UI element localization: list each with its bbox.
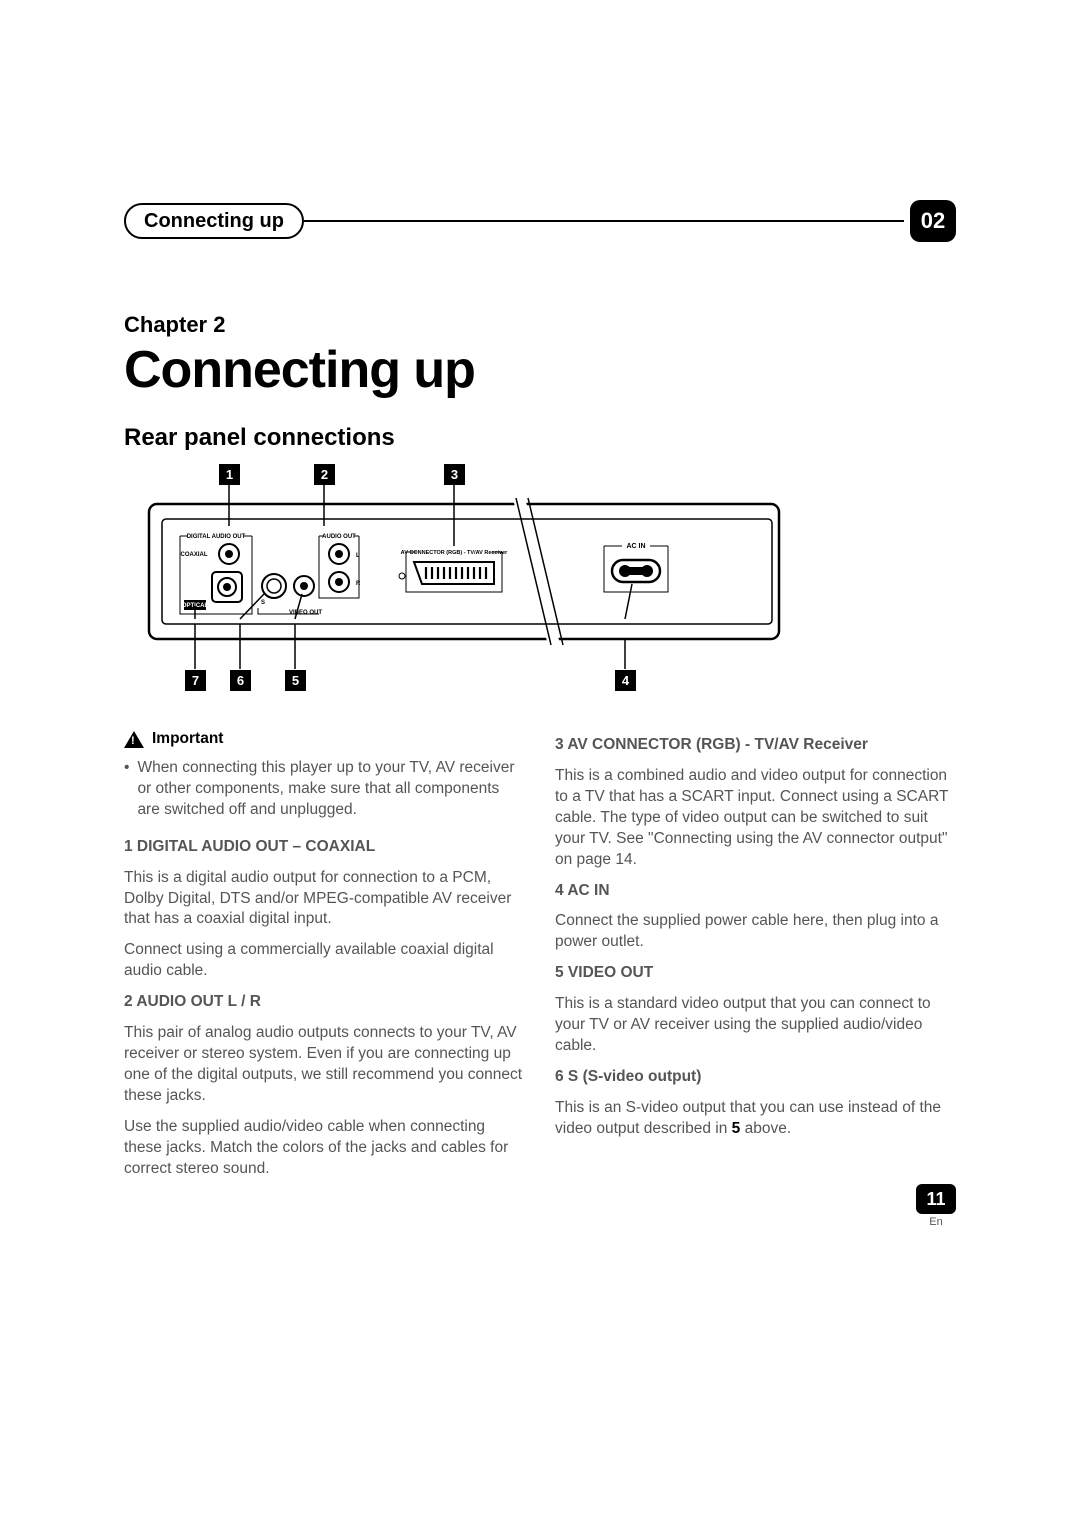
svg-text:4: 4 [622, 673, 630, 688]
item4-p1: Connect the supplied power cable here, t… [555, 911, 956, 953]
right-column: 3 AV CONNECTOR (RGB) - TV/AV Receiver Th… [555, 729, 956, 1190]
section-title: Rear panel connections [124, 424, 956, 452]
item3-head: 3 AV CONNECTOR (RGB) - TV/AV Receiver [555, 735, 956, 756]
chapter-title: Connecting up [124, 340, 956, 400]
item5-p1: This is a standard video output that you… [555, 994, 956, 1057]
item1-head: 1 DIGITAL AUDIO OUT – COAXIAL [124, 837, 525, 858]
item2-p2: Use the supplied audio/video cable when … [124, 1117, 525, 1180]
item5-head: 5 VIDEO OUT [555, 963, 956, 984]
item6-ref5: 5 [732, 1120, 741, 1137]
chapter-label: Chapter 2 [124, 312, 956, 338]
svg-text:L: L [356, 553, 360, 559]
running-title: Connecting up [144, 210, 284, 233]
svg-text:2: 2 [321, 467, 328, 482]
running-header: Connecting up 02 [124, 200, 956, 242]
bullet-dot: • [124, 758, 129, 831]
chapter-badge: 02 [910, 200, 956, 242]
item6-head: 6 S (S-video output) [555, 1067, 956, 1088]
header-rule [304, 220, 904, 222]
item4-head: 4 AC IN [555, 881, 956, 902]
svg-text:VIDEO OUT: VIDEO OUT [289, 610, 322, 616]
svg-text:7: 7 [192, 673, 199, 688]
svg-text:5: 5 [292, 673, 299, 688]
rear-panel-svg: 1 2 3 DIGITAL AUDIO OUT COAXIAL OPTICAL [144, 464, 784, 694]
page-number: 11 [916, 1184, 956, 1214]
svg-text:R: R [356, 581, 361, 587]
warning-icon [124, 731, 144, 748]
important-heading: Important [124, 729, 525, 750]
important-label: Important [152, 729, 223, 750]
chapter-badge-number: 02 [921, 208, 945, 234]
item1-p1: This is a digital audio output for conne… [124, 868, 525, 931]
svg-text:1: 1 [226, 467, 233, 482]
rear-panel-diagram: 1 2 3 DIGITAL AUDIO OUT COAXIAL OPTICAL [144, 464, 956, 699]
svg-text:COAXIAL: COAXIAL [181, 552, 208, 558]
svg-text:AC IN: AC IN [626, 543, 645, 550]
left-column: Important • When connecting this player … [124, 729, 525, 1190]
important-text: When connecting this player up to your T… [137, 758, 525, 821]
page-number-badge: 11 En [916, 1184, 956, 1228]
item3-p1: This is a combined audio and video outpu… [555, 766, 956, 871]
important-bullet: • When connecting this player up to your… [124, 758, 525, 831]
svg-text:3: 3 [451, 467, 458, 482]
svg-text:AV CONNECTOR (RGB) - TV/AV Rec: AV CONNECTOR (RGB) - TV/AV Receiver [401, 550, 509, 556]
svg-text:DIGITAL AUDIO OUT: DIGITAL AUDIO OUT [187, 534, 246, 540]
svg-text:6: 6 [237, 673, 244, 688]
body-columns: Important • When connecting this player … [124, 729, 956, 1190]
item2-p1: This pair of analog audio outputs connec… [124, 1023, 525, 1107]
page-lang: En [916, 1216, 956, 1228]
svg-text:AUDIO OUT: AUDIO OUT [322, 534, 356, 540]
running-title-pill: Connecting up [124, 203, 304, 239]
svg-text:S: S [261, 600, 265, 606]
item2-head: 2 AUDIO OUT L / R [124, 992, 525, 1013]
item6-p1c: above. [740, 1120, 791, 1137]
item6-p1: This is an S-video output that you can u… [555, 1098, 956, 1140]
item1-p2: Connect using a commercially available c… [124, 940, 525, 982]
